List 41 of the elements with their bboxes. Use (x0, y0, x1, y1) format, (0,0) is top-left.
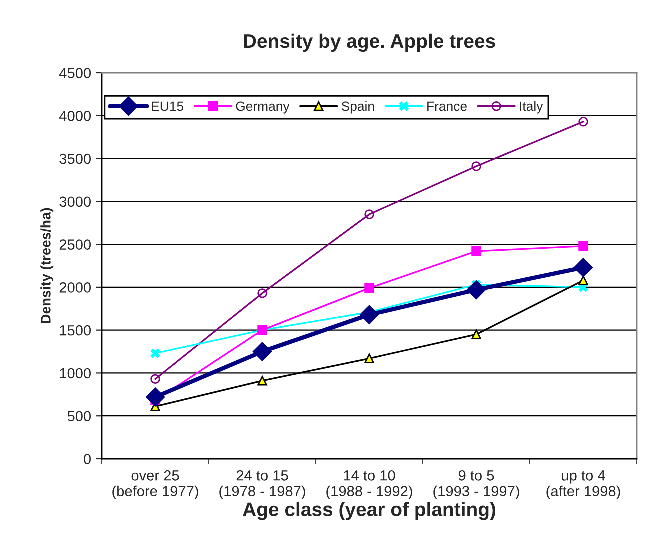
y-tick-label: 4000 (59, 110, 92, 122)
y-tick-label: 2000 (60, 282, 92, 293)
y-tick-label: 1500 (60, 325, 92, 336)
point (360, 305, 380, 324)
point (258, 288, 268, 298)
point (146, 388, 166, 407)
point (150, 348, 160, 358)
y-tick-label: 0 (84, 454, 92, 464)
x-tick-label: 9 to 5 (1993 - 1997) (434, 470, 520, 500)
y-tick-label: 3500 (60, 154, 92, 164)
y-tick-label: 3000 (60, 196, 92, 208)
point (578, 241, 588, 252)
x-axis-title: Age class (year of planting) (243, 502, 496, 520)
legend-label: Italy (520, 101, 544, 114)
point (466, 280, 486, 300)
point (364, 354, 374, 364)
point (252, 342, 272, 362)
x-tick-label: 24 to 15 (1978 - 1987) (220, 470, 306, 500)
y-tick-label: 2500 (60, 240, 92, 250)
point (472, 162, 482, 172)
point (574, 258, 594, 278)
point (472, 330, 482, 340)
chart-title: Density by age. Apple trees (244, 34, 496, 52)
legend-label: France (428, 102, 467, 112)
y-tick-label: 500 (68, 411, 92, 422)
point (578, 276, 588, 286)
legend-label: EU15 (152, 102, 184, 112)
point (364, 210, 374, 220)
y-tick-label: 1000 (60, 368, 92, 379)
point (150, 374, 160, 384)
point (472, 246, 482, 256)
point (258, 376, 268, 386)
x-tick-label: over 25 (before 1977) (112, 470, 198, 500)
legend-label: Spain (342, 101, 374, 114)
x-tick-label: 14 to 10 (1988 - 1992) (326, 470, 412, 500)
legend-label: Germany (236, 102, 290, 114)
x-tick-label: up to 4 (after 1998) (546, 470, 620, 500)
point (578, 117, 588, 127)
point (364, 283, 374, 294)
y-axis-title: Density (trees/ha) (40, 208, 54, 324)
y-tick-label: 4500 (59, 68, 92, 78)
